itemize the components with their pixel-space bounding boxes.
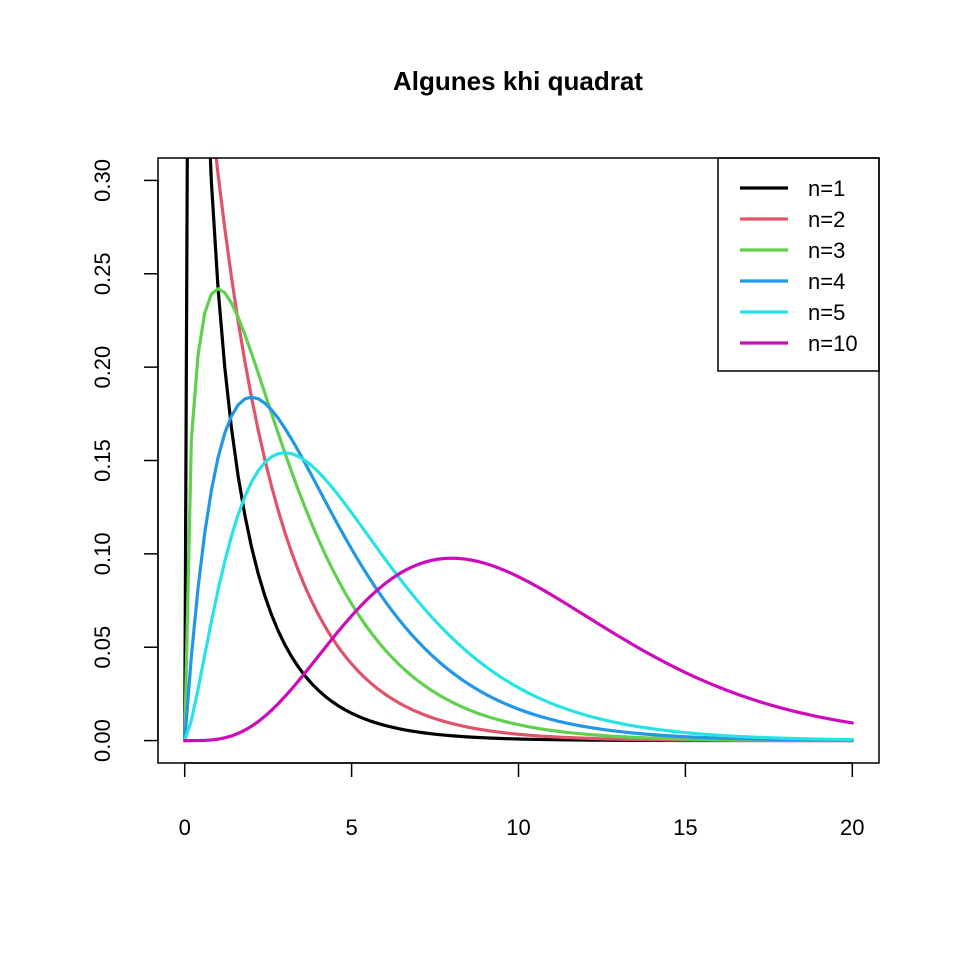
x-tick-label: 5	[345, 815, 357, 840]
y-tick-label: 0.25	[90, 252, 115, 295]
x-tick-label: 10	[506, 815, 530, 840]
legend-box	[717, 157, 880, 372]
legend-label: n=4	[808, 269, 845, 294]
y-tick-label: 0.15	[90, 439, 115, 482]
legend-label: n=1	[808, 176, 845, 201]
legend: n=1 n=2 n=3 n=4 n=5 n=10	[717, 157, 880, 372]
y-axis: 0.00 0.05 0.10 0.15 0.20 0.25 0.30	[90, 159, 159, 762]
legend-item: n=5	[740, 300, 845, 325]
y-tick-label: 0.10	[90, 532, 115, 575]
y-tick-label: 0.00	[90, 719, 115, 762]
y-tick-label: 0.05	[90, 626, 115, 669]
legend-label: n=5	[808, 300, 845, 325]
series-line-n-4	[183, 395, 854, 743]
series-line-n-3	[183, 287, 854, 743]
legend-item: n=3	[740, 238, 845, 263]
series-line-n-5	[183, 451, 854, 743]
x-axis: 0 5 10 15 20	[179, 762, 865, 840]
x-tick-label: 15	[673, 815, 697, 840]
x-tick-label: 20	[840, 815, 864, 840]
chart-title: Algunes khi quadrat	[393, 66, 643, 96]
legend-label: n=10	[808, 331, 858, 356]
legend-item: n=4	[740, 269, 845, 294]
legend-item: n=10	[740, 331, 858, 356]
legend-item: n=1	[740, 176, 845, 201]
legend-label: n=2	[808, 207, 845, 232]
legend-label: n=3	[808, 238, 845, 263]
y-tick-label: 0.20	[90, 346, 115, 389]
series-lines	[183, 158, 854, 743]
x-tick-label: 0	[179, 815, 191, 840]
series-line-n-10	[183, 556, 854, 743]
y-tick-label: 0.30	[90, 159, 115, 202]
legend-item: n=2	[740, 207, 845, 232]
